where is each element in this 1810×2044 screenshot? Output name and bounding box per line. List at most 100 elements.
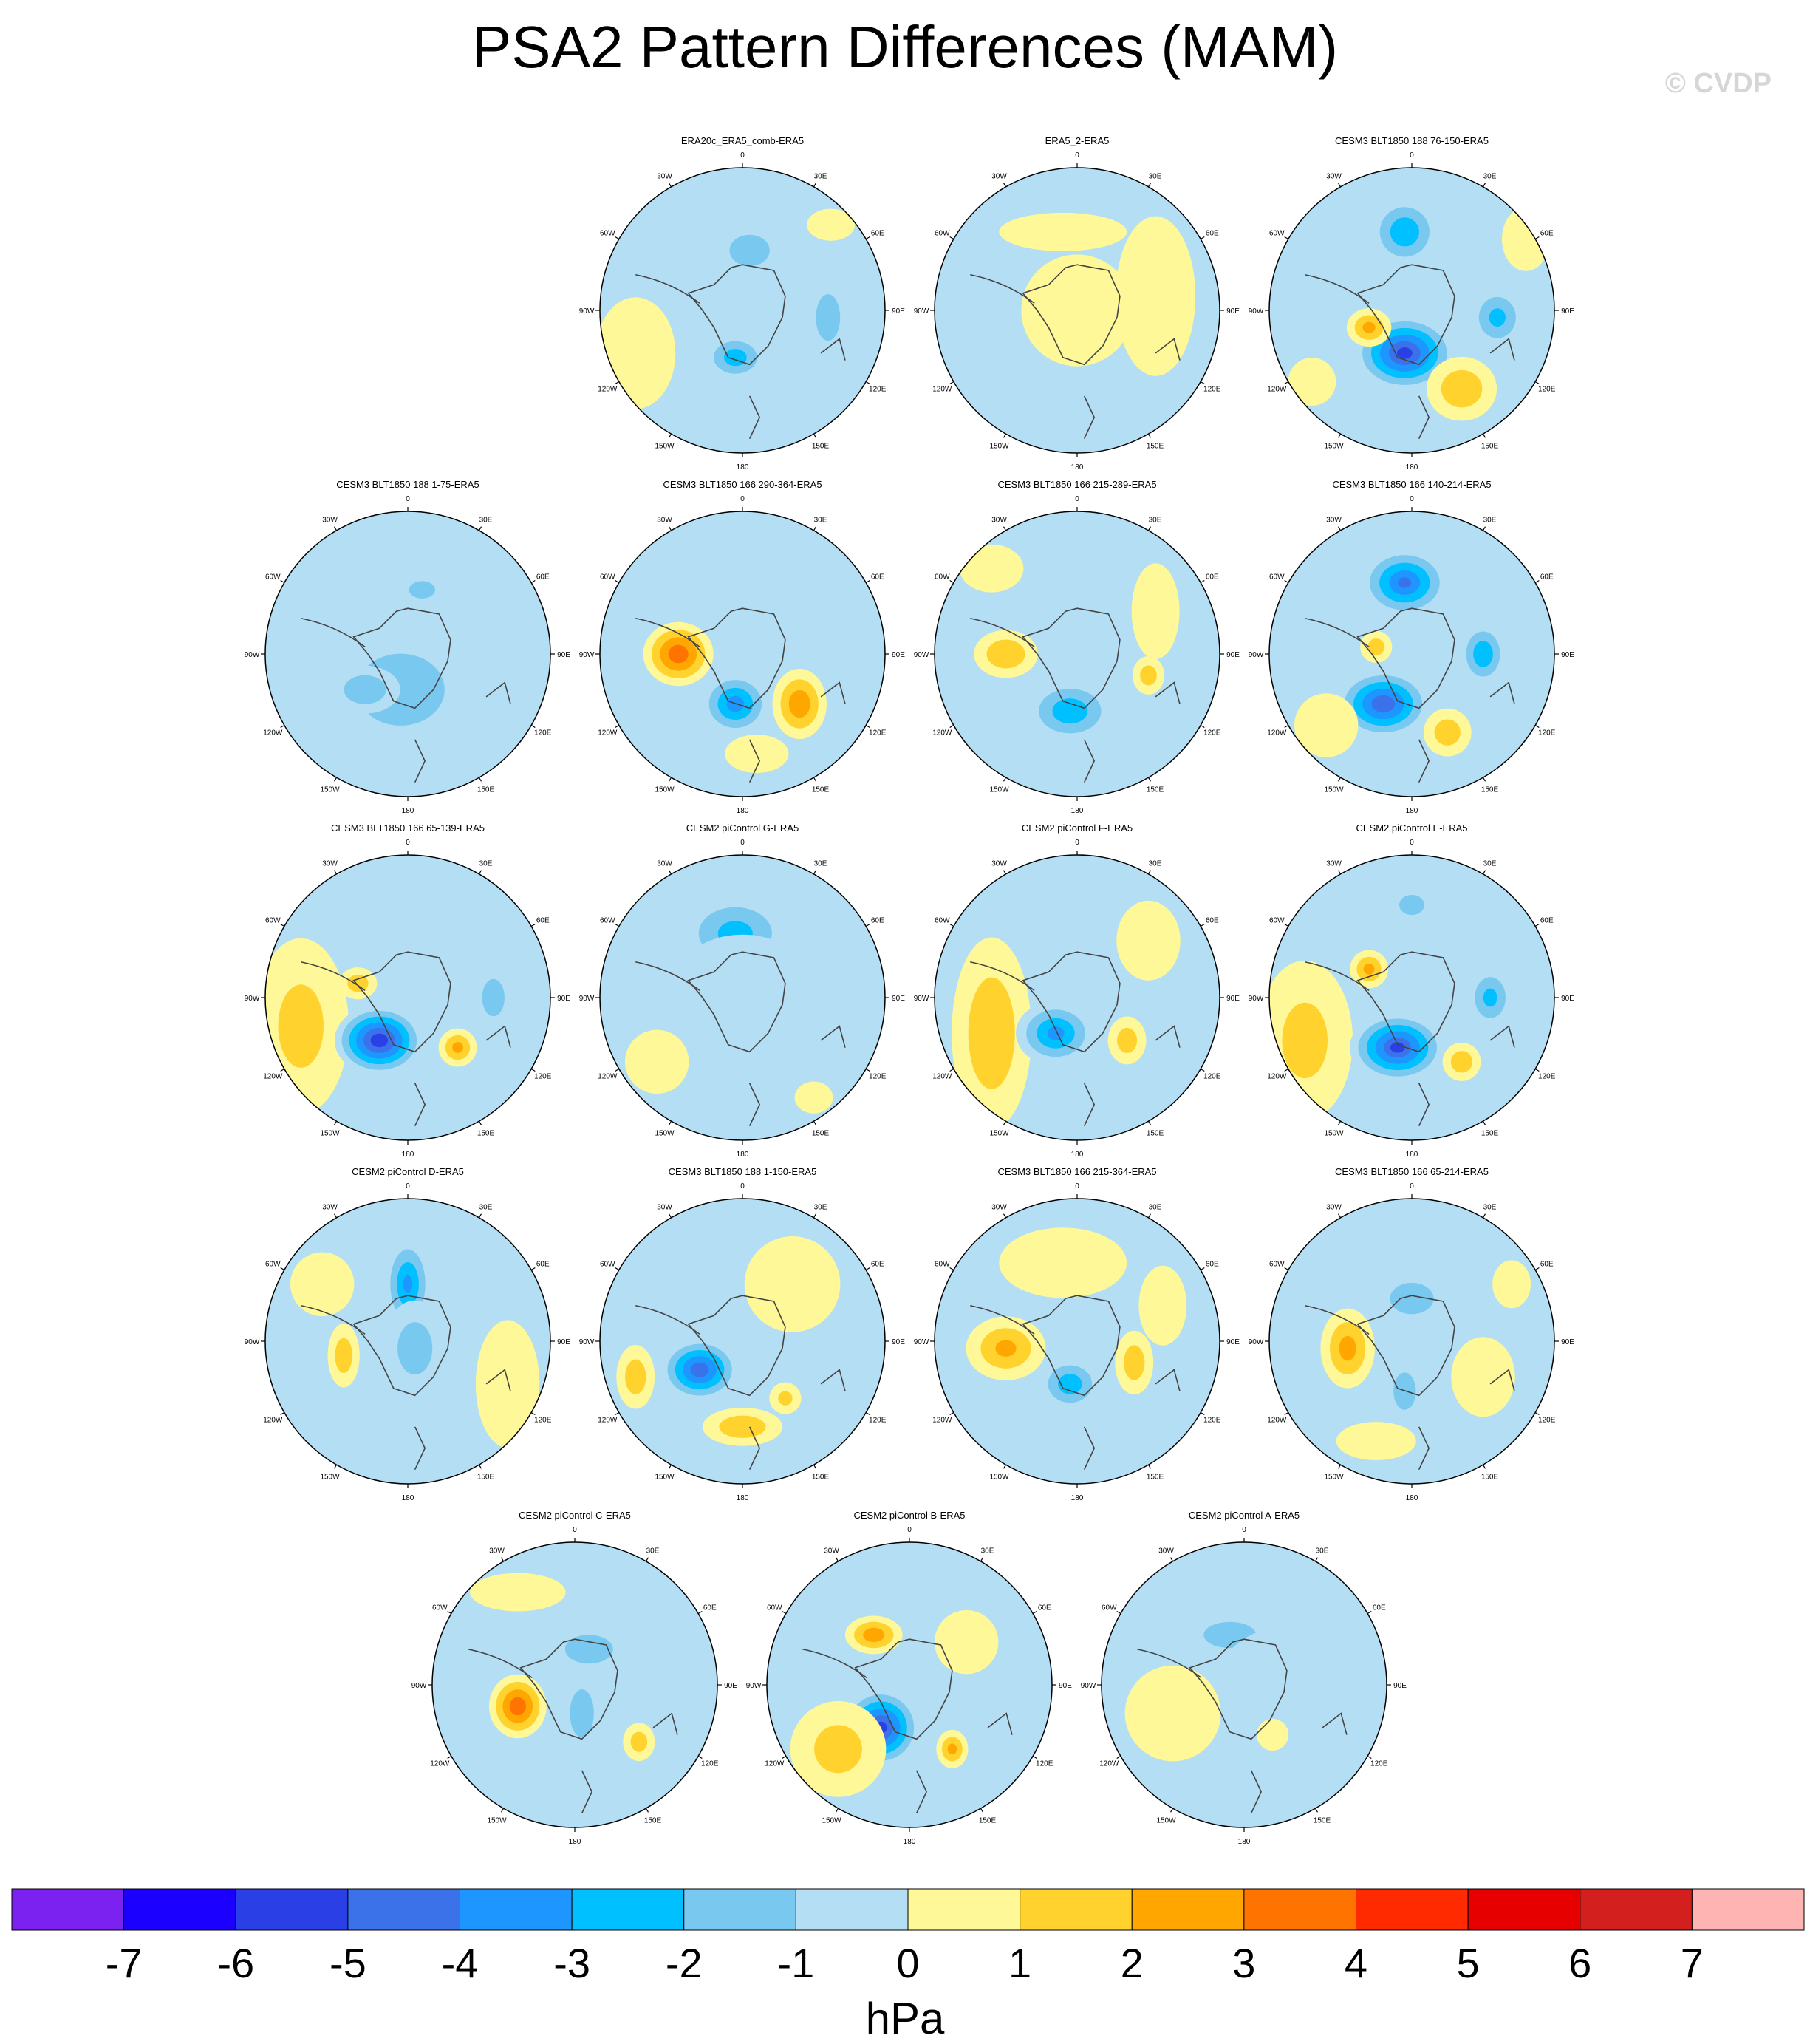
lon-label: 60E bbox=[1540, 230, 1554, 238]
lon-label: 150W bbox=[822, 1817, 841, 1825]
lon-label: 90E bbox=[1561, 307, 1574, 316]
lon-label: 30E bbox=[814, 172, 827, 180]
tick-mark bbox=[668, 1464, 672, 1469]
lon-label: 150W bbox=[1324, 1130, 1344, 1138]
lon-label: 30W bbox=[489, 1547, 505, 1555]
lon-label: 0 bbox=[1410, 839, 1414, 847]
coastline bbox=[1083, 739, 1096, 783]
contour-fill bbox=[347, 974, 369, 992]
colorbar-tick-label: 5 bbox=[1457, 1940, 1480, 1986]
tick-mark bbox=[1337, 1464, 1342, 1469]
contour-fill bbox=[564, 1635, 613, 1664]
coastline bbox=[1356, 1295, 1455, 1397]
lon-label: 90E bbox=[557, 651, 570, 659]
contour-fill bbox=[509, 1697, 526, 1716]
tick-mark bbox=[1147, 433, 1152, 438]
lon-label: 150E bbox=[812, 1130, 830, 1138]
lon-label: 120E bbox=[869, 386, 887, 394]
contour-fill bbox=[1489, 308, 1506, 327]
lon-label: 120E bbox=[1538, 386, 1556, 394]
coastline bbox=[987, 1712, 1013, 1735]
tick-mark bbox=[615, 724, 620, 729]
colorbar-tick-label: 3 bbox=[1232, 1940, 1255, 1986]
tick-mark bbox=[645, 1808, 649, 1813]
contour-fill bbox=[668, 644, 689, 664]
tick-mark bbox=[865, 923, 870, 927]
tick-mark bbox=[1116, 1755, 1121, 1759]
lon-label: 30E bbox=[981, 1547, 994, 1555]
coastline bbox=[1022, 951, 1121, 1053]
colorbar-swatch bbox=[1131, 1888, 1245, 1931]
lon-label: 60W bbox=[1102, 1604, 1117, 1612]
lon-label: 150W bbox=[1156, 1817, 1176, 1825]
contour-fill bbox=[1450, 1051, 1473, 1073]
lon-label: 180 bbox=[1406, 1494, 1418, 1502]
lon-label: 150W bbox=[320, 1474, 340, 1482]
lon-label: 0 bbox=[1410, 151, 1414, 160]
tick-mark bbox=[447, 1610, 452, 1615]
contour-fill bbox=[1116, 1027, 1138, 1053]
colorbar-tick-label: -6 bbox=[217, 1940, 254, 1986]
panel: 0 30E 60E 90E 120E 150E 180 150W 120W 90W 60W 30W CE… bbox=[746, 1510, 1073, 1846]
lon-label: 60W bbox=[600, 230, 615, 238]
colorbar-tick-label: -3 bbox=[553, 1940, 590, 1986]
panel: 0 30E 60E 90E 120E 150E 180 150W 120W 90W 60W 30W ER… bbox=[579, 135, 906, 471]
lon-label: 30W bbox=[1326, 1203, 1342, 1211]
tick-mark bbox=[1147, 183, 1152, 188]
coastline bbox=[635, 1304, 700, 1335]
coastline bbox=[301, 961, 366, 991]
colorbar-swatch bbox=[571, 1888, 685, 1931]
tick-mark bbox=[530, 1411, 536, 1416]
lon-label: 150W bbox=[1324, 443, 1344, 451]
panel: 0 30E 60E 90E 120E 150E 180 150W 120W 90W 60W 30W CE… bbox=[1249, 479, 1575, 815]
tick-mark bbox=[697, 1610, 703, 1615]
contour-fill bbox=[475, 1320, 540, 1448]
coastline bbox=[1305, 961, 1370, 991]
tick-mark bbox=[1003, 1213, 1007, 1219]
tick-mark bbox=[333, 526, 338, 531]
tick-mark bbox=[478, 1120, 482, 1125]
tick-mark bbox=[1284, 579, 1289, 584]
lon-label: 120E bbox=[534, 1073, 552, 1081]
tick-mark bbox=[478, 870, 482, 875]
lon-label: 90E bbox=[892, 307, 905, 316]
lon-label: 150W bbox=[655, 786, 675, 794]
tick-mark bbox=[1314, 1808, 1319, 1813]
tick-mark bbox=[1003, 1464, 1007, 1469]
panel: 0 30E 60E 90E 120E 150E 180 150W 120W 90W 60W 30W CE… bbox=[914, 1166, 1240, 1502]
coastline bbox=[802, 1648, 867, 1678]
lon-label: 90W bbox=[1249, 1338, 1264, 1346]
panel-title: CESM3 BLT1850 188 1-150-ERA5 bbox=[669, 1166, 817, 1177]
coastline bbox=[1356, 951, 1455, 1053]
tick-mark bbox=[1284, 236, 1289, 240]
lon-label: 120E bbox=[1203, 1417, 1221, 1425]
contour-fill bbox=[947, 1743, 957, 1755]
lon-label: 90W bbox=[245, 651, 260, 659]
tick-mark bbox=[835, 1557, 839, 1562]
lon-label: 30W bbox=[1326, 516, 1342, 524]
lon-label: 180 bbox=[1406, 463, 1418, 471]
lon-label: 0 bbox=[740, 151, 745, 160]
lon-label: 120W bbox=[263, 1417, 283, 1425]
panel: 0 30E 60E 90E 120E 150E 180 150W 120W 90W 60W 30W CE… bbox=[914, 822, 1240, 1159]
contour-fill bbox=[624, 1029, 689, 1094]
lon-label: 90E bbox=[1226, 995, 1240, 1003]
coastline bbox=[635, 617, 700, 647]
tick-mark bbox=[1200, 1411, 1205, 1416]
tick-mark bbox=[949, 236, 954, 240]
lon-label: 120W bbox=[932, 1073, 952, 1081]
lon-label: 60W bbox=[600, 1261, 615, 1269]
coastline bbox=[468, 1648, 533, 1678]
tick-mark bbox=[1284, 381, 1289, 385]
tick-mark bbox=[333, 870, 338, 875]
tick-mark bbox=[1147, 526, 1152, 531]
colorbar-units-label: hPa bbox=[866, 1994, 945, 2043]
lon-label: 0 bbox=[573, 1526, 577, 1534]
tick-mark bbox=[668, 433, 672, 438]
contour-fill bbox=[1256, 1718, 1289, 1751]
contour-fill bbox=[959, 544, 1024, 593]
contour-fill bbox=[744, 1236, 841, 1332]
contour-fill bbox=[724, 349, 747, 367]
coastline bbox=[485, 681, 511, 704]
